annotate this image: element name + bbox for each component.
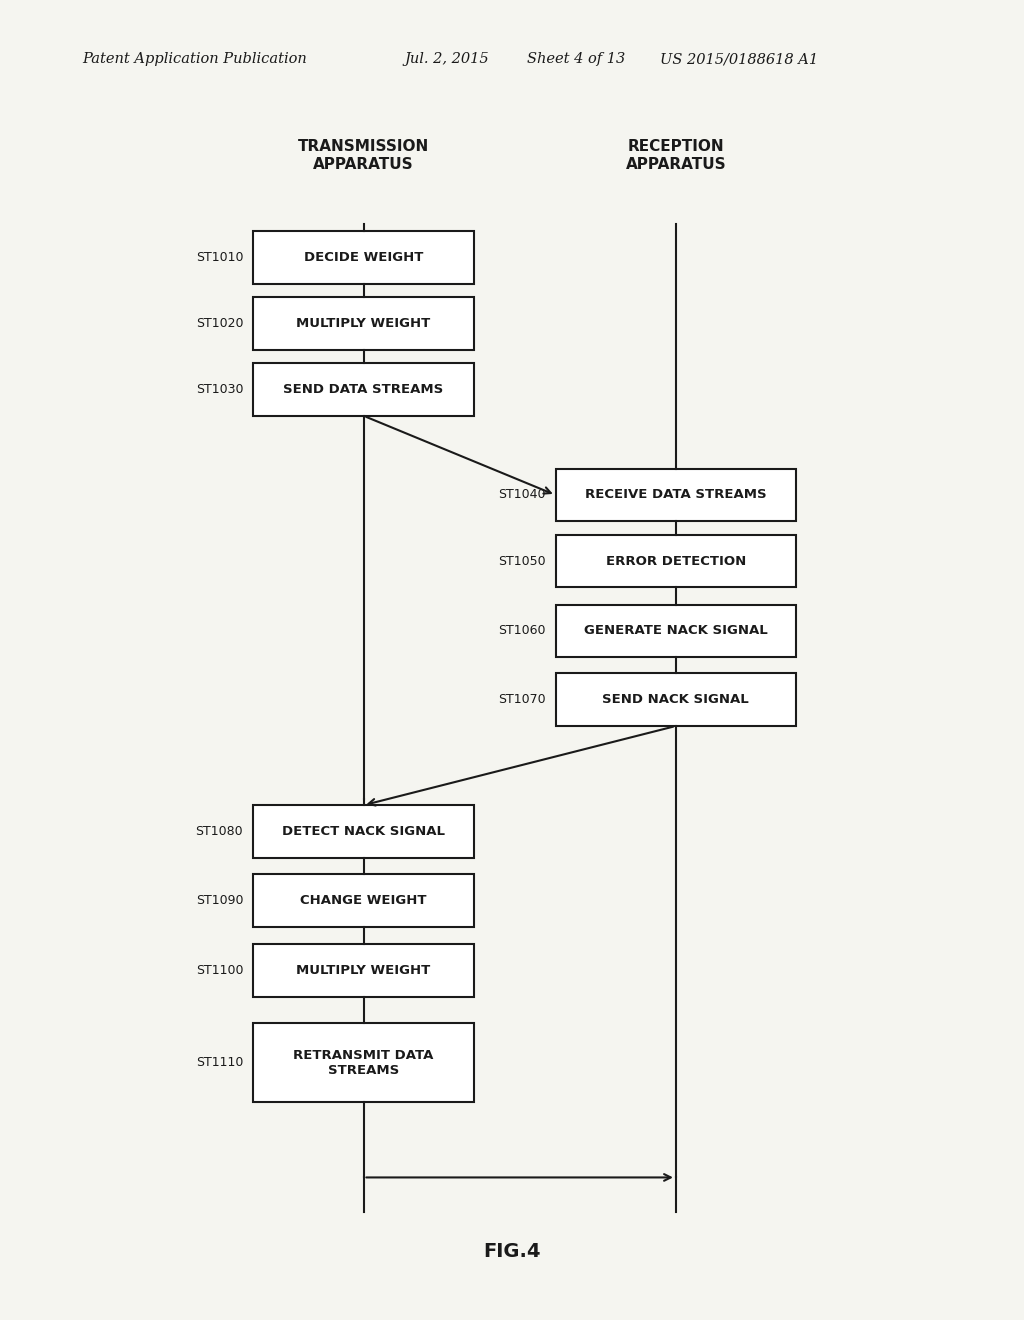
Text: MULTIPLY WEIGHT: MULTIPLY WEIGHT — [296, 964, 431, 977]
Bar — [254, 874, 473, 927]
Text: FIG.4: FIG.4 — [483, 1242, 541, 1261]
Text: ST1070: ST1070 — [498, 693, 545, 706]
Text: MULTIPLY WEIGHT: MULTIPLY WEIGHT — [296, 317, 431, 330]
Text: ST1100: ST1100 — [196, 964, 244, 977]
Text: RECEPTION
APPARATUS: RECEPTION APPARATUS — [626, 139, 726, 172]
Text: Patent Application Publication: Patent Application Publication — [82, 53, 306, 66]
Bar — [555, 673, 797, 726]
Bar — [254, 805, 473, 858]
Text: RETRANSMIT DATA
STREAMS: RETRANSMIT DATA STREAMS — [293, 1048, 434, 1077]
Bar — [555, 469, 797, 521]
Bar — [254, 231, 473, 284]
Text: ST1080: ST1080 — [196, 825, 244, 838]
Text: ST1020: ST1020 — [196, 317, 244, 330]
Text: DECIDE WEIGHT: DECIDE WEIGHT — [304, 251, 423, 264]
Text: Jul. 2, 2015: Jul. 2, 2015 — [404, 53, 489, 66]
Text: ST1030: ST1030 — [196, 383, 244, 396]
Text: ST1050: ST1050 — [498, 554, 545, 568]
Bar — [254, 297, 473, 350]
Text: US 2015/0188618 A1: US 2015/0188618 A1 — [660, 53, 818, 66]
Text: TRANSMISSION
APPARATUS: TRANSMISSION APPARATUS — [298, 139, 429, 172]
Text: DETECT NACK SIGNAL: DETECT NACK SIGNAL — [282, 825, 445, 838]
Text: GENERATE NACK SIGNAL: GENERATE NACK SIGNAL — [584, 624, 768, 638]
Text: SEND DATA STREAMS: SEND DATA STREAMS — [284, 383, 443, 396]
Text: RECEIVE DATA STREAMS: RECEIVE DATA STREAMS — [585, 488, 767, 502]
Text: ERROR DETECTION: ERROR DETECTION — [606, 554, 745, 568]
Bar — [555, 605, 797, 657]
Text: ST1010: ST1010 — [196, 251, 244, 264]
Text: ST1110: ST1110 — [196, 1056, 244, 1069]
Text: ST1040: ST1040 — [498, 488, 545, 502]
Text: CHANGE WEIGHT: CHANGE WEIGHT — [300, 894, 427, 907]
Bar — [254, 363, 473, 416]
Text: SEND NACK SIGNAL: SEND NACK SIGNAL — [602, 693, 750, 706]
Bar — [254, 1023, 473, 1102]
Bar — [254, 944, 473, 997]
Text: ST1060: ST1060 — [498, 624, 545, 638]
Text: ST1090: ST1090 — [196, 894, 244, 907]
Bar — [555, 535, 797, 587]
Text: Sheet 4 of 13: Sheet 4 of 13 — [527, 53, 626, 66]
